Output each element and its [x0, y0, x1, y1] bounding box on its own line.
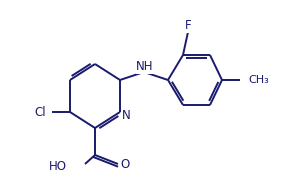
Text: O: O: [120, 158, 130, 171]
Text: F: F: [185, 19, 191, 32]
Text: HO: HO: [49, 160, 67, 172]
Text: NH: NH: [136, 61, 154, 74]
Text: CH₃: CH₃: [248, 75, 269, 85]
Text: Cl: Cl: [34, 105, 46, 119]
Text: N: N: [122, 109, 130, 122]
